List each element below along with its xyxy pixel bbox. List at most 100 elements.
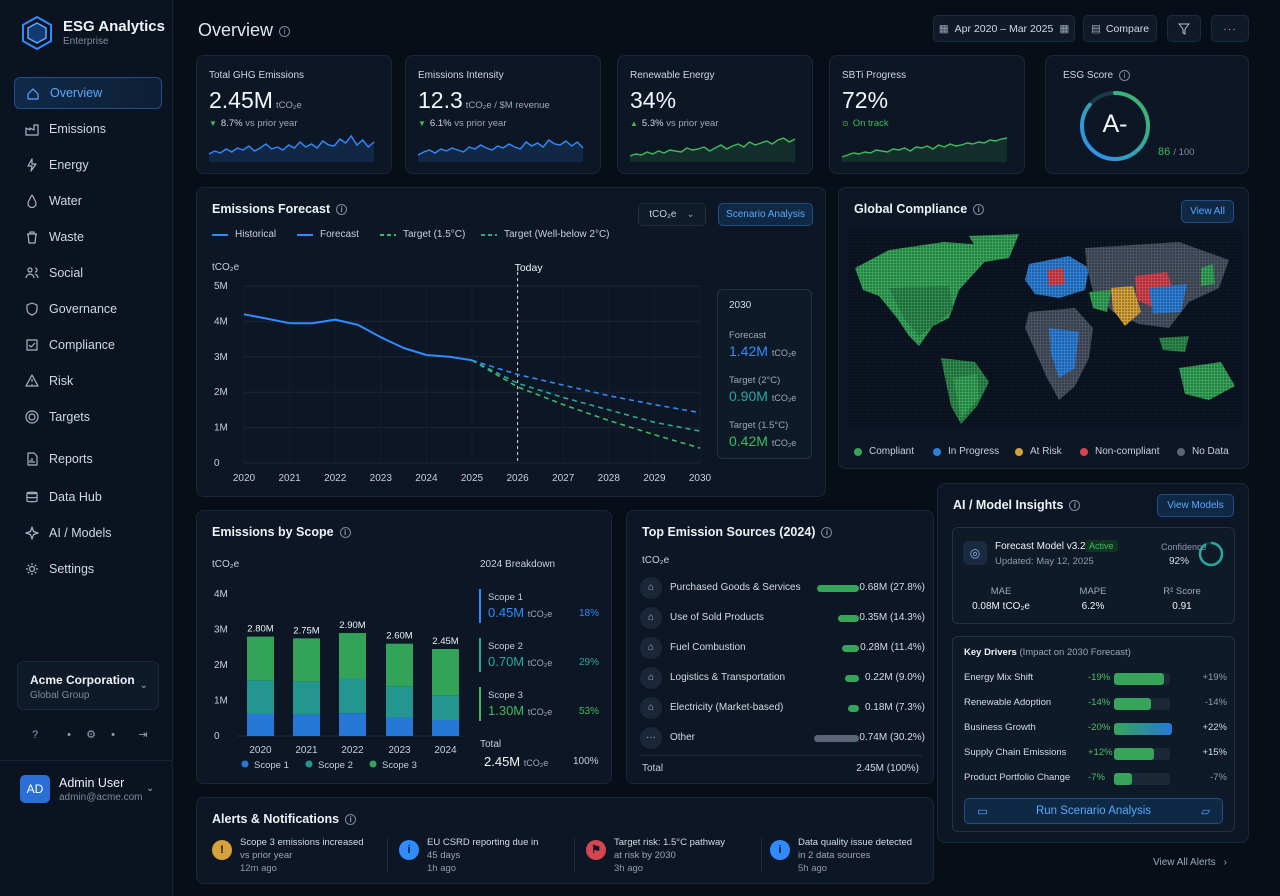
compare-button[interactable]: ▤ Compare [1083, 15, 1157, 42]
source-row[interactable]: ··· Other 0.74M (30.2%) [640, 726, 925, 750]
org-switcher[interactable]: Acme Corporation Global Group ⌄ [17, 661, 159, 710]
info-icon[interactable]: i [821, 527, 833, 539]
view-models-button[interactable]: View Models [1157, 494, 1234, 517]
alert-time: 5h ago [798, 863, 828, 874]
alert-subtitle: 45 days [427, 850, 461, 861]
source-name: Other [670, 732, 696, 743]
sources-unit: tCO₂e [642, 555, 670, 566]
legend-dot [305, 760, 313, 768]
sidebar-item-data-hub[interactable]: Data Hub [14, 481, 162, 513]
driver-bar [1114, 698, 1151, 710]
sidebar-item-energy[interactable]: Energy [14, 149, 162, 181]
sidebar-item-risk[interactable]: Risk [14, 365, 162, 397]
water-drop-icon [25, 194, 39, 208]
y-tick-label: 4M [214, 316, 228, 327]
sidebar-item-label: Waste [49, 230, 84, 244]
more-options-button[interactable]: ··· [1211, 15, 1249, 42]
help-icon[interactable]: ? [31, 729, 39, 741]
home-icon [26, 87, 40, 101]
sidebar-item-settings[interactable]: Settings [14, 553, 162, 585]
factory-icon [25, 122, 39, 136]
alert-item[interactable]: i Data quality issue detected in 2 data so… [770, 832, 940, 876]
source-name: Fuel Combustion [670, 642, 746, 653]
bar-scope2 [293, 681, 320, 715]
collapse-icon[interactable]: ⇥ [138, 729, 148, 741]
date-range-picker[interactable]: ▦ Apr 2020 – Mar 2025 ▦ [933, 15, 1075, 42]
compare-label: Compare [1105, 22, 1150, 35]
arrow-up-icon: ▲ [630, 119, 638, 128]
sidebar-item-waste[interactable]: Waste [14, 221, 162, 253]
driver-pos-value: +15% [1202, 747, 1227, 758]
x-tick-label: 2024 [434, 745, 457, 756]
chevron-down-icon: ⌄ [686, 209, 695, 220]
kpi-sparkline [417, 139, 584, 162]
source-row[interactable]: ⌂ Electricity (Market-based) 0.18M (7.3%) [640, 696, 925, 720]
driver-bar [1114, 748, 1154, 760]
alert-item[interactable]: ! Scope 3 emissions increased vs prior yea… [212, 832, 382, 876]
target-icon [25, 410, 39, 424]
sidebar-item-social[interactable]: Social [14, 257, 162, 289]
info-icon[interactable]: i [973, 204, 985, 216]
filter-button[interactable] [1167, 15, 1201, 42]
breakdown-title: 2024 Breakdown [480, 559, 556, 570]
dots-icon[interactable]: • [111, 729, 115, 741]
source-row[interactable]: ⌂ Fuel Combustion 0.28M (11.4%) [640, 636, 925, 660]
kpi-card-emissions-intensity[interactable]: Emissions Intensity 12.3 tCO₂e / $M revenu… [405, 55, 601, 174]
info-icon[interactable]: i [279, 25, 291, 37]
source-row[interactable]: ⌂ Logistics & Transportation 0.22M (9.0%) [640, 666, 925, 690]
info-icon[interactable]: i [336, 204, 348, 216]
source-bar [817, 585, 859, 592]
view-all-button[interactable]: View All [1181, 200, 1234, 223]
kpi-card-renewable-energy[interactable]: Renewable Energy 34% ▲ 5.3% vs prior year [617, 55, 813, 174]
sidebar-item-targets[interactable]: Targets [14, 401, 162, 433]
source-row[interactable]: ⌂ Use of Sold Products 0.35M (14.3%) [640, 606, 925, 630]
info-icon[interactable]: i [345, 814, 357, 826]
sources-total-value: 2.45M (100%) [856, 763, 919, 774]
gear-small-icon[interactable]: ⚙ [86, 729, 96, 741]
driver-neg-value: +12% [1088, 747, 1113, 758]
info-icon[interactable]: i [339, 527, 351, 539]
database-icon [25, 490, 39, 504]
y-tick-label: 1M [214, 696, 228, 707]
dots-icon[interactable]: • [67, 729, 71, 741]
sidebar-item-compliance[interactable]: Compliance [14, 329, 162, 361]
user-name: Admin User [59, 776, 125, 790]
sidebar-item-reports[interactable]: Reports [14, 443, 162, 475]
x-tick-label: 2020 [233, 473, 256, 484]
sidebar-item-ai-models[interactable]: AI / Models [14, 517, 162, 549]
alert-time: 3h ago [614, 863, 644, 874]
x-tick-label: 2027 [552, 473, 575, 484]
kpi-delta: ▲ 5.3% vs prior year [630, 118, 719, 129]
alert-item[interactable]: i EU CSRD reporting due in 45 days 1h ago [399, 832, 569, 876]
map-legend-item: At Risk [1015, 446, 1062, 457]
y-tick-label: 3M [214, 352, 228, 363]
view-all-alerts-link[interactable]: View All Alerts › [1153, 857, 1227, 868]
sidebar-item-emissions[interactable]: Emissions [14, 113, 162, 145]
source-row[interactable]: ⌂ Purchased Goods & Services 0.68M (27.8%) [640, 576, 925, 600]
breakdown-total-label: Total [480, 739, 502, 750]
gear-icon [25, 562, 39, 576]
kpi-card-total-ghg-emissions[interactable]: Total GHG Emissions 2.45M tCO₂e ▼ 8.7% vs pr… [196, 55, 392, 174]
sidebar-item-overview[interactable]: Overview [14, 77, 162, 109]
esg-score-card: ESG Score i A- 86 / 100 [1045, 55, 1249, 174]
sidebar-item-water[interactable]: Water [14, 185, 162, 217]
y-tick-label: 1M [214, 423, 228, 434]
unit-select[interactable]: tCO₂e ⌄ [638, 203, 706, 226]
info-icon[interactable]: i [1119, 70, 1131, 81]
kpi-card-sbti-progress[interactable]: SBTi Progress 72% ⊙ On track [829, 55, 1025, 174]
breakdown-name: Scope 1 [488, 592, 523, 603]
bar-scope3 [339, 633, 366, 679]
scenario-analysis-button[interactable]: Scenario Analysis [718, 203, 813, 226]
kpi-label: Total GHG Emissions [209, 70, 305, 81]
source-bar [838, 615, 859, 622]
sidebar-item-governance[interactable]: Governance [14, 293, 162, 325]
alert-item[interactable]: ⚑ Target risk: 1.5°C pathway at risk by 20… [586, 832, 756, 876]
run-scenario-analysis-button[interactable]: ▭ Run Scenario Analysis ▱ [964, 798, 1223, 824]
legend-item: Target (1.5°C) [380, 229, 466, 240]
legend-dot [854, 447, 862, 456]
breakdown-bar [479, 589, 481, 623]
factory-icon: ⌂ [640, 577, 662, 599]
source-name: Logistics & Transportation [670, 672, 786, 683]
user-menu[interactable]: AD Admin User admin@acme.com ⌄ [0, 760, 173, 822]
info-icon[interactable]: i [1069, 500, 1081, 512]
